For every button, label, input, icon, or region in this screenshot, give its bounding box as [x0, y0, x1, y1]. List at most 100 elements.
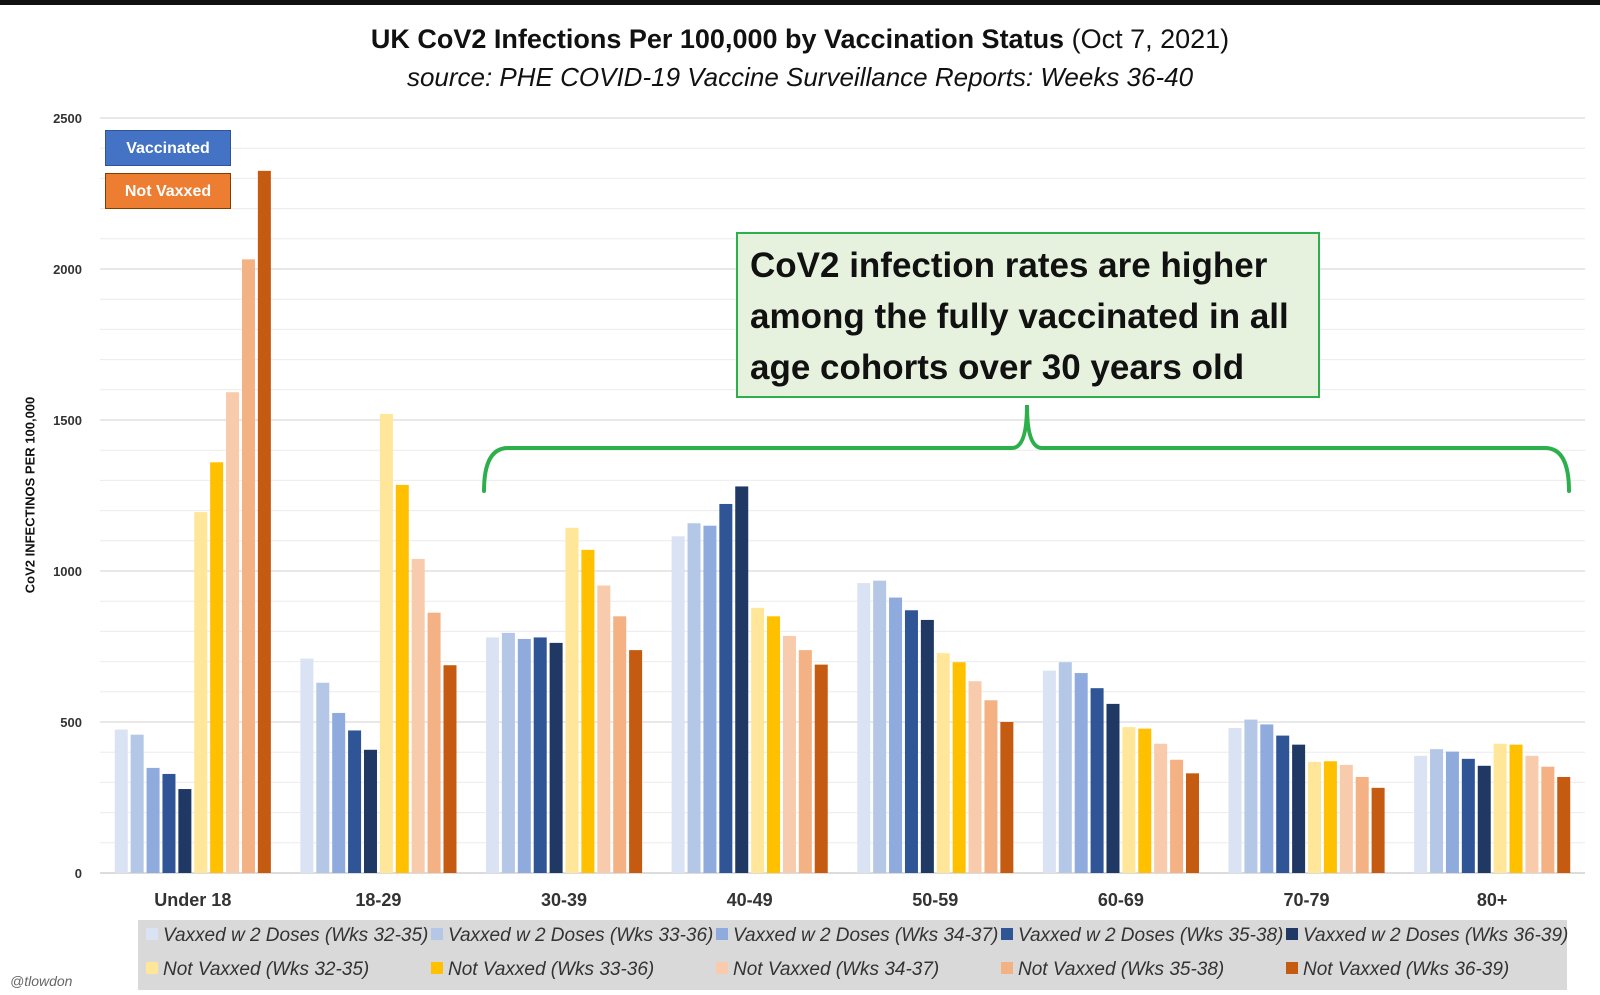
bar	[1323, 761, 1337, 873]
top-border	[0, 0, 1600, 5]
legend-label: Not Vaxxed (Wks 33-36)	[448, 959, 655, 980]
legend-item: Vaxxed w 2 Doses (Wks 32-35)	[146, 925, 428, 947]
bar	[379, 413, 393, 873]
bar	[751, 607, 765, 873]
legend-swatch	[1001, 928, 1013, 940]
legend-swatch	[431, 928, 443, 940]
legend-item: Not Vaxxed (Wks 34-37)	[716, 959, 939, 981]
bar	[114, 729, 128, 873]
bar	[300, 658, 314, 873]
bar	[782, 635, 796, 873]
bar	[873, 580, 887, 873]
y-tick-label: 1500	[53, 413, 82, 428]
x-tick-label: 40-49	[727, 890, 773, 910]
bar	[162, 773, 176, 873]
bar	[671, 536, 685, 873]
bar	[1477, 765, 1491, 873]
legend-label: Not Vaxxed (Wks 32-35)	[163, 959, 370, 980]
x-tick-label: 50-59	[912, 890, 958, 910]
bar	[194, 512, 208, 873]
legend-item: Vaxxed w 2 Doses (Wks 36-39)	[1286, 925, 1568, 947]
bar	[486, 637, 500, 873]
bar	[1461, 758, 1475, 873]
x-tick-label: 80+	[1477, 890, 1508, 910]
bar	[857, 583, 871, 873]
bar	[719, 503, 733, 873]
legend-label: Vaxxed w 2 Doses (Wks 32-35)	[163, 925, 429, 946]
bar	[581, 549, 595, 873]
bar	[1355, 776, 1369, 873]
bars	[114, 170, 1571, 874]
callout-text: CoV2 infection rates are higher among th…	[750, 246, 1289, 387]
bar	[1414, 755, 1428, 873]
legend-label: Vaxxed w 2 Doses (Wks 34-37)	[733, 925, 999, 946]
bar	[363, 749, 377, 873]
bar	[687, 523, 701, 873]
bar	[968, 681, 982, 873]
bar	[1339, 764, 1353, 873]
bar	[1493, 743, 1507, 873]
key-vaccinated: Vaccinated	[105, 130, 231, 166]
bar	[1445, 751, 1459, 873]
legend-label: Vaxxed w 2 Doses (Wks 36-39)	[1303, 925, 1569, 946]
bar	[920, 619, 934, 873]
legend-item: Vaxxed w 2 Doses (Wks 33-36)	[431, 925, 713, 947]
bar	[889, 597, 903, 873]
legend-swatch	[716, 928, 728, 940]
chart-legend: Vaxxed w 2 Doses (Wks 32-35) Vaxxed w 2 D…	[138, 920, 1568, 990]
bar	[1509, 744, 1523, 873]
x-tick-label: 30-39	[541, 890, 587, 910]
chart-title: UK CoV2 Infections Per 100,000 by Vaccin…	[0, 24, 1600, 55]
bar	[443, 665, 457, 873]
y-tick-labels: 0 500 1000 1500 2000 2500	[53, 111, 82, 881]
legend-swatch	[146, 962, 158, 974]
bar	[814, 664, 828, 873]
legend-swatch	[1286, 962, 1298, 974]
bar	[1371, 787, 1385, 873]
legend-item: Not Vaxxed (Wks 36-39)	[1286, 959, 1509, 981]
bar	[146, 767, 160, 873]
bar	[1000, 722, 1014, 873]
legend-label: Not Vaxxed (Wks 35-38)	[1018, 959, 1225, 980]
bar	[1430, 749, 1444, 873]
chart-title-main: UK CoV2 Infections Per 100,000 by Vaccin…	[370, 24, 1065, 54]
bar	[1122, 727, 1136, 873]
legend-item: Vaxxed w 2 Doses (Wks 35-38)	[1001, 925, 1283, 947]
bar	[1058, 662, 1072, 873]
bar	[1308, 761, 1322, 873]
x-tick-labels: Under 18 18-29 30-39 40-49 50-59 60-69 70-79 80…	[154, 890, 1507, 910]
bar	[210, 462, 224, 873]
bar	[501, 632, 515, 873]
legend-swatch	[146, 928, 158, 940]
bar	[1138, 728, 1152, 873]
bar	[1541, 766, 1555, 873]
bar	[952, 662, 966, 873]
x-tick-label: 70-79	[1284, 890, 1330, 910]
x-tick-label: 18-29	[355, 890, 401, 910]
chart-title-date: (Oct 7, 2021)	[1071, 24, 1230, 54]
bar	[904, 610, 918, 873]
legend-label: Vaxxed w 2 Doses (Wks 33-36)	[448, 925, 714, 946]
legend-label: Vaxxed w 2 Doses (Wks 35-38)	[1018, 925, 1284, 946]
bar	[703, 525, 717, 873]
bar	[427, 612, 441, 873]
legend-label: Not Vaxxed (Wks 34-37)	[733, 959, 940, 980]
bar	[1557, 776, 1571, 873]
author-credit: @tlowdon	[10, 973, 73, 989]
legend-swatch	[431, 962, 443, 974]
bar	[241, 259, 255, 873]
legend-item: Not Vaxxed (Wks 35-38)	[1001, 959, 1224, 981]
bar	[130, 734, 144, 873]
bar	[565, 527, 579, 873]
bar	[257, 170, 271, 874]
chart-subtitle: source: PHE COVID-19 Vaccine Surveillanc…	[406, 62, 1194, 92]
bar	[798, 650, 812, 873]
legend-item: Not Vaxxed (Wks 33-36)	[431, 959, 654, 981]
y-tick-label: 2000	[53, 262, 82, 277]
bar	[629, 650, 643, 873]
bar	[1106, 703, 1120, 873]
bar	[411, 558, 425, 873]
bar	[1154, 743, 1168, 873]
callout-bracket	[482, 404, 1571, 493]
